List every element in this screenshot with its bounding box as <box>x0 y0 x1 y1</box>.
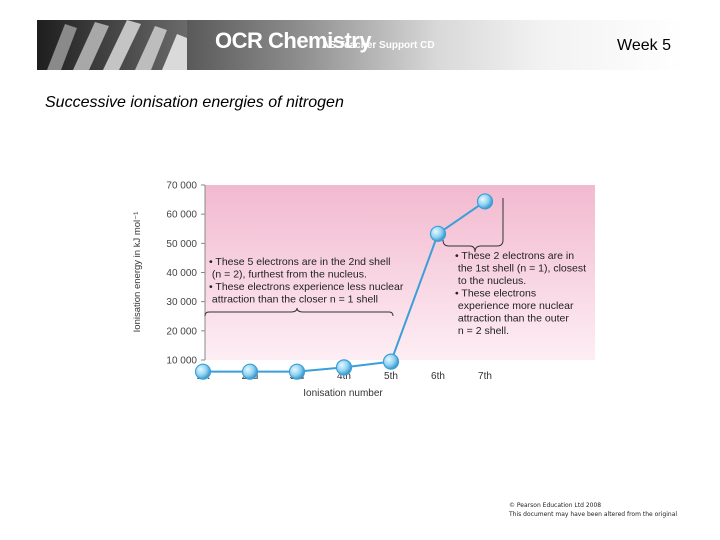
data-point-1st <box>194 363 212 380</box>
annotation-line: • These electrons experience less nuclea… <box>209 281 404 293</box>
y-tick-label: 40 000 <box>166 268 197 279</box>
annotation-line: • These 2 electrons are in <box>455 250 574 262</box>
x-tick-label: 5th <box>384 371 398 382</box>
bracket-n1 <box>442 198 504 253</box>
x-tick-label: 4th <box>337 371 351 382</box>
data-point-2nd <box>241 363 259 380</box>
data-point-5th <box>382 353 400 370</box>
plot-area <box>205 185 595 360</box>
y-tick-label: 60 000 <box>166 210 197 221</box>
annotation-line: • These electrons <box>455 288 536 300</box>
annotation-line: n = 2 shell. <box>455 325 509 337</box>
ionisation-energy-chart: 10 000 20 000 30 000 40 000 50 000 60 000 70 0… <box>132 181 595 399</box>
annotation-line: the 1st shell (n = 1), closest <box>455 263 586 275</box>
annotation-line: attraction than the closer n = 1 shell <box>209 294 378 306</box>
y-tick-label: 20 000 <box>166 326 197 337</box>
y-axis: 10 000 20 000 30 000 40 000 50 000 60 000 70 0… <box>166 181 206 367</box>
annotation-text: • These 5 electrons are in the 2nd shell… <box>209 256 404 306</box>
logo-text: OCR Chemistry <box>215 28 372 53</box>
y-tick-label: 70 000 <box>166 181 197 192</box>
annotation-line: • These 5 electrons are in the 2nd shell <box>209 256 391 268</box>
y-axis-label: Ionisation energy in kJ mol⁻¹ <box>132 212 143 333</box>
x-tick-label: 7th <box>478 371 492 382</box>
y-tick-label: 50 000 <box>166 239 197 250</box>
annotation-line: to the nucleus. <box>455 275 526 287</box>
slide-title: Successive ionisation energies of nitrog… <box>45 94 344 111</box>
banner-decoration <box>37 20 187 70</box>
annotation-line: (n = 2), furthest from the nucleus. <box>209 269 367 281</box>
annotations: • These 5 electrons are in the 2nd shell… <box>209 250 586 337</box>
logo-subtitle: AS Teacher Support CD <box>322 40 435 51</box>
x-axis-label: Ionisation number <box>303 388 383 399</box>
bracket-n2 <box>204 307 394 317</box>
y-tick-label: 30 000 <box>166 297 197 308</box>
data-point-7th <box>476 193 494 210</box>
x-tick-label: 6th <box>431 371 445 382</box>
annotation-text: • These 2 electrons are in the 1st shell… <box>455 250 586 337</box>
annotation-line: attraction than the outer <box>455 313 569 325</box>
header-banner: OCR Chemistry AS Teacher Support CD Week… <box>37 20 685 70</box>
week-label: Week 5 <box>617 37 671 54</box>
data-point-4th <box>335 359 353 376</box>
data-point-3rd <box>288 363 306 380</box>
annotation-brackets <box>204 198 504 317</box>
series-line <box>194 193 494 380</box>
disclaimer-line: This document may have been altered from… <box>509 511 678 518</box>
annotation-line: experience more nuclear <box>455 300 574 312</box>
copyright-line: © Pearson Education Ltd 2008 <box>509 502 602 509</box>
copyright-footer: © Pearson Education Ltd 2008 This docume… <box>509 501 677 519</box>
data-point-6th <box>429 225 447 242</box>
y-tick-label: 10 000 <box>166 356 197 367</box>
